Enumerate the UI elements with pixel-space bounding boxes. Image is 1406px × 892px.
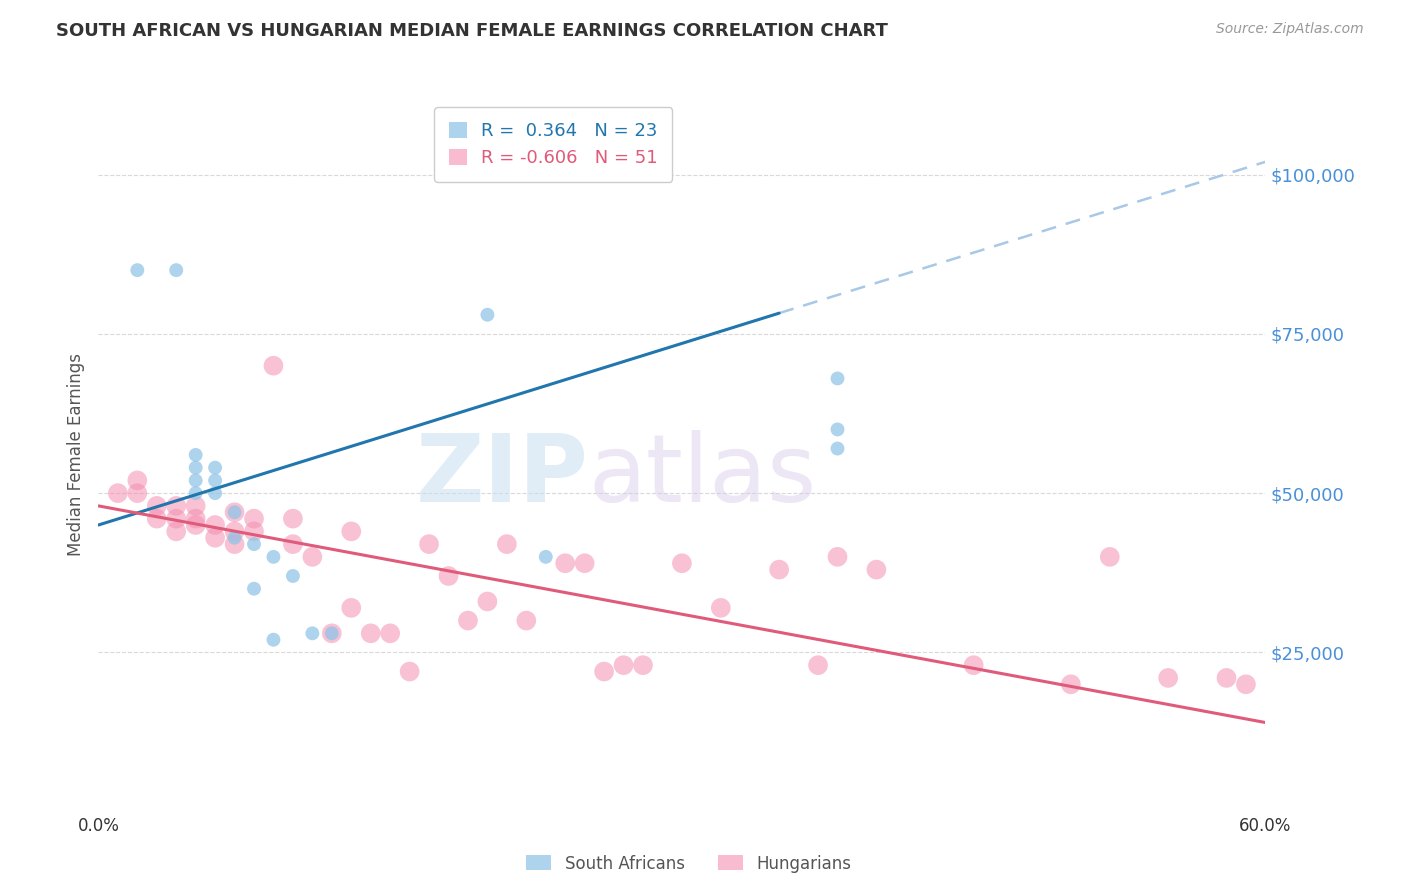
Point: [127, 263, 149, 277]
Point: [534, 549, 557, 564]
Point: [574, 556, 596, 570]
Point: [184, 460, 207, 475]
Point: [224, 537, 246, 551]
Point: [418, 537, 440, 551]
Point: [827, 371, 849, 385]
Point: [495, 537, 517, 551]
Point: [962, 658, 984, 673]
Point: [612, 658, 634, 673]
Point: [224, 505, 246, 519]
Point: [204, 474, 226, 488]
Point: [827, 442, 849, 456]
Point: [827, 422, 849, 436]
Point: [146, 499, 169, 513]
Point: [1060, 677, 1083, 691]
Point: [631, 658, 654, 673]
Text: Source: ZipAtlas.com: Source: ZipAtlas.com: [1216, 22, 1364, 37]
Point: [1234, 677, 1257, 691]
Point: [224, 505, 246, 519]
Point: [865, 563, 887, 577]
Point: [243, 537, 266, 551]
Point: [184, 448, 207, 462]
Point: [204, 518, 226, 533]
Point: [340, 600, 363, 615]
Point: [204, 486, 226, 500]
Point: [457, 614, 479, 628]
Point: [301, 626, 323, 640]
Point: [827, 549, 849, 564]
Point: [243, 511, 266, 525]
Point: [184, 518, 207, 533]
Point: [281, 537, 304, 551]
Point: [184, 499, 207, 513]
Point: [360, 626, 382, 640]
Point: [262, 549, 284, 564]
Point: [1215, 671, 1237, 685]
Point: [321, 626, 343, 640]
Point: [281, 511, 304, 525]
Legend: R =  0.364   N = 23, R = -0.606   N = 51: R = 0.364 N = 23, R = -0.606 N = 51: [434, 107, 672, 182]
Point: [1098, 549, 1121, 564]
Point: [127, 474, 149, 488]
Text: ZIP: ZIP: [416, 430, 589, 523]
Point: [184, 486, 207, 500]
Y-axis label: Median Female Earnings: Median Female Earnings: [66, 353, 84, 557]
Point: [184, 474, 207, 488]
Point: [301, 549, 323, 564]
Point: [554, 556, 576, 570]
Point: [224, 524, 246, 539]
Point: [378, 626, 402, 640]
Point: [477, 594, 499, 608]
Point: [243, 524, 266, 539]
Point: [165, 499, 187, 513]
Point: [671, 556, 693, 570]
Point: [593, 665, 616, 679]
Point: [768, 563, 790, 577]
Point: [107, 486, 129, 500]
Point: [340, 524, 363, 539]
Point: [262, 632, 284, 647]
Text: atlas: atlas: [589, 430, 817, 523]
Point: [1157, 671, 1180, 685]
Point: [281, 569, 304, 583]
Point: [398, 665, 420, 679]
Point: [243, 582, 266, 596]
Point: [710, 600, 733, 615]
Point: [515, 614, 537, 628]
Point: [165, 263, 187, 277]
Point: [807, 658, 830, 673]
Point: [165, 511, 187, 525]
Point: [437, 569, 460, 583]
Legend: South Africans, Hungarians: South Africans, Hungarians: [520, 848, 858, 880]
Point: [204, 531, 226, 545]
Text: SOUTH AFRICAN VS HUNGARIAN MEDIAN FEMALE EARNINGS CORRELATION CHART: SOUTH AFRICAN VS HUNGARIAN MEDIAN FEMALE…: [56, 22, 889, 40]
Point: [184, 511, 207, 525]
Point: [224, 531, 246, 545]
Point: [262, 359, 284, 373]
Point: [127, 486, 149, 500]
Point: [146, 511, 169, 525]
Point: [165, 524, 187, 539]
Point: [321, 626, 343, 640]
Point: [204, 460, 226, 475]
Point: [477, 308, 499, 322]
